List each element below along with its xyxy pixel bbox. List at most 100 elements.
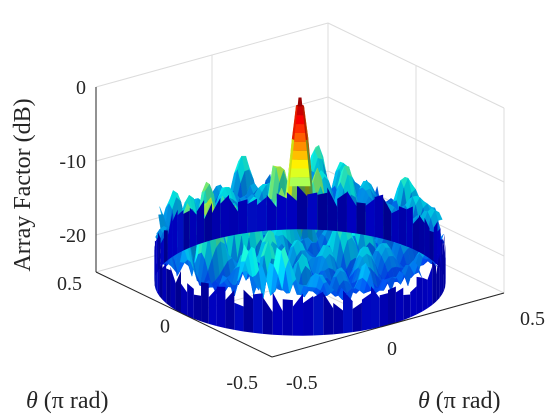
x-tick-label-minus-0.5: -0.5 <box>226 372 258 394</box>
rim-wall-segment <box>432 261 437 306</box>
surface-patch <box>251 246 260 276</box>
rim-wall-segment <box>313 291 324 336</box>
rim-wall-segment <box>398 206 407 247</box>
y-axis-label-symbol: θ <box>418 388 430 414</box>
rim-wall-segment <box>296 185 308 230</box>
rim-wall-segment <box>177 209 184 254</box>
rim-wall-segment <box>346 190 357 234</box>
surface-patch <box>303 277 311 287</box>
rim-wall-segment <box>216 286 226 329</box>
rim-wall-segment <box>323 292 334 336</box>
rim-wall-segment <box>383 197 392 242</box>
surface-patch <box>280 246 289 269</box>
surface-patch <box>288 259 297 284</box>
rim-wall-segment <box>170 267 176 310</box>
rim-wall-segment <box>204 202 212 243</box>
main-beam-peak <box>289 97 311 187</box>
rim-wall-segment <box>208 288 217 327</box>
rim-wall-segment <box>282 299 293 336</box>
surface-patch <box>315 273 323 276</box>
rim-wall-segment <box>352 302 362 333</box>
main-beam-segment <box>295 115 305 125</box>
x-axis-label-unit: (π rad) <box>38 388 109 414</box>
rim-wall-segment <box>292 293 304 336</box>
rim-wall-segment <box>441 251 444 295</box>
surface-patch <box>273 247 282 276</box>
x-tick-label-0: 0 <box>160 316 170 338</box>
rim-wall-segment <box>183 210 190 251</box>
surface-patch <box>205 280 214 288</box>
main-beam-segment <box>293 141 307 151</box>
rim-wall-segment <box>163 230 168 264</box>
y-tick-label-0: 0 <box>387 338 397 360</box>
axes-box <box>95 87 505 358</box>
rim-wall-segment <box>160 237 164 267</box>
rim-wall-segment <box>361 293 371 331</box>
rim-wall-segment <box>424 217 430 259</box>
rim-wall-segment <box>167 212 173 260</box>
rim-wall-segment <box>196 200 205 245</box>
rim-wall-segment <box>189 207 197 248</box>
rim-wall-segment <box>225 289 235 330</box>
rim-wall-segment <box>356 202 366 236</box>
rim-wall-segment <box>433 221 438 266</box>
rim-wall-segment <box>166 268 171 307</box>
rim-wall-segment <box>201 282 209 324</box>
z-tick-label-0: 0 <box>76 77 86 99</box>
x-tick-label-0.5: 0.5 <box>57 273 82 295</box>
rim-wall-segment <box>337 192 347 233</box>
z-tick-label-minus-10: -10 <box>59 151 86 173</box>
rim-wall-segment <box>238 199 248 235</box>
main-beam-segment <box>292 150 308 160</box>
rim-wall-segment <box>388 286 396 325</box>
rim-wall-segment <box>256 196 267 232</box>
rim-wall-segment <box>370 286 380 330</box>
surface-patch <box>338 287 346 301</box>
main-beam-segment <box>296 106 304 116</box>
rim-wall-segment <box>391 209 399 244</box>
rim-wall-segment <box>436 254 440 302</box>
rim-wall-segment <box>162 263 167 304</box>
rim-wall-segment <box>158 232 161 271</box>
rim-wall-segment <box>416 276 423 315</box>
rim-wall-segment <box>159 263 163 300</box>
axes-box-edge <box>271 292 505 358</box>
y-tick-label-0.5: 0.5 <box>520 308 545 330</box>
y-axis-label: θ (π rad) <box>418 388 501 414</box>
axes-box-edge <box>95 271 273 358</box>
rim-wall-segment <box>156 237 159 275</box>
rim-wall-segment <box>262 297 273 335</box>
rim-wall-segment <box>395 287 404 323</box>
rim-wall-segment <box>286 192 297 230</box>
main-beam-segment <box>297 97 303 107</box>
main-beam-segment <box>289 177 311 187</box>
rim-wall-segment <box>410 286 417 318</box>
y-tick-label-minus-0.5: -0.5 <box>286 372 318 394</box>
main-beam-segment <box>290 168 310 178</box>
rim-wall-segment <box>234 302 244 332</box>
z-axis-label: Array Factor (dB) <box>10 98 36 271</box>
rim-wall-segment <box>317 192 328 231</box>
rim-wall-segment <box>422 277 428 312</box>
rim-wall-segment <box>243 289 254 333</box>
y-axis-label-unit: (π rad) <box>430 388 501 414</box>
rim-wall-segment <box>229 198 239 236</box>
surface-patch <box>266 262 274 296</box>
rim-wall-segment <box>429 230 434 262</box>
rim-wall-segment <box>276 193 287 230</box>
rim-wall-segment <box>175 270 181 313</box>
x-axis-label: θ (π rad) <box>26 388 109 414</box>
surface-patch <box>219 275 228 286</box>
z-tick-label-minus-20: -20 <box>59 225 86 247</box>
rim-wall-segment <box>427 266 433 309</box>
x-axis-label-symbol: θ <box>26 388 38 414</box>
main-beam-segment <box>291 159 309 169</box>
rim-wall-segment <box>333 302 344 335</box>
rim-wall-segment <box>307 192 318 230</box>
rim-wall-segment <box>343 290 353 334</box>
rim-wall-segment <box>247 198 257 233</box>
rim-wall-segment <box>439 256 442 299</box>
rim-wall-segment <box>187 283 194 319</box>
rim-wall-segment <box>443 249 446 291</box>
